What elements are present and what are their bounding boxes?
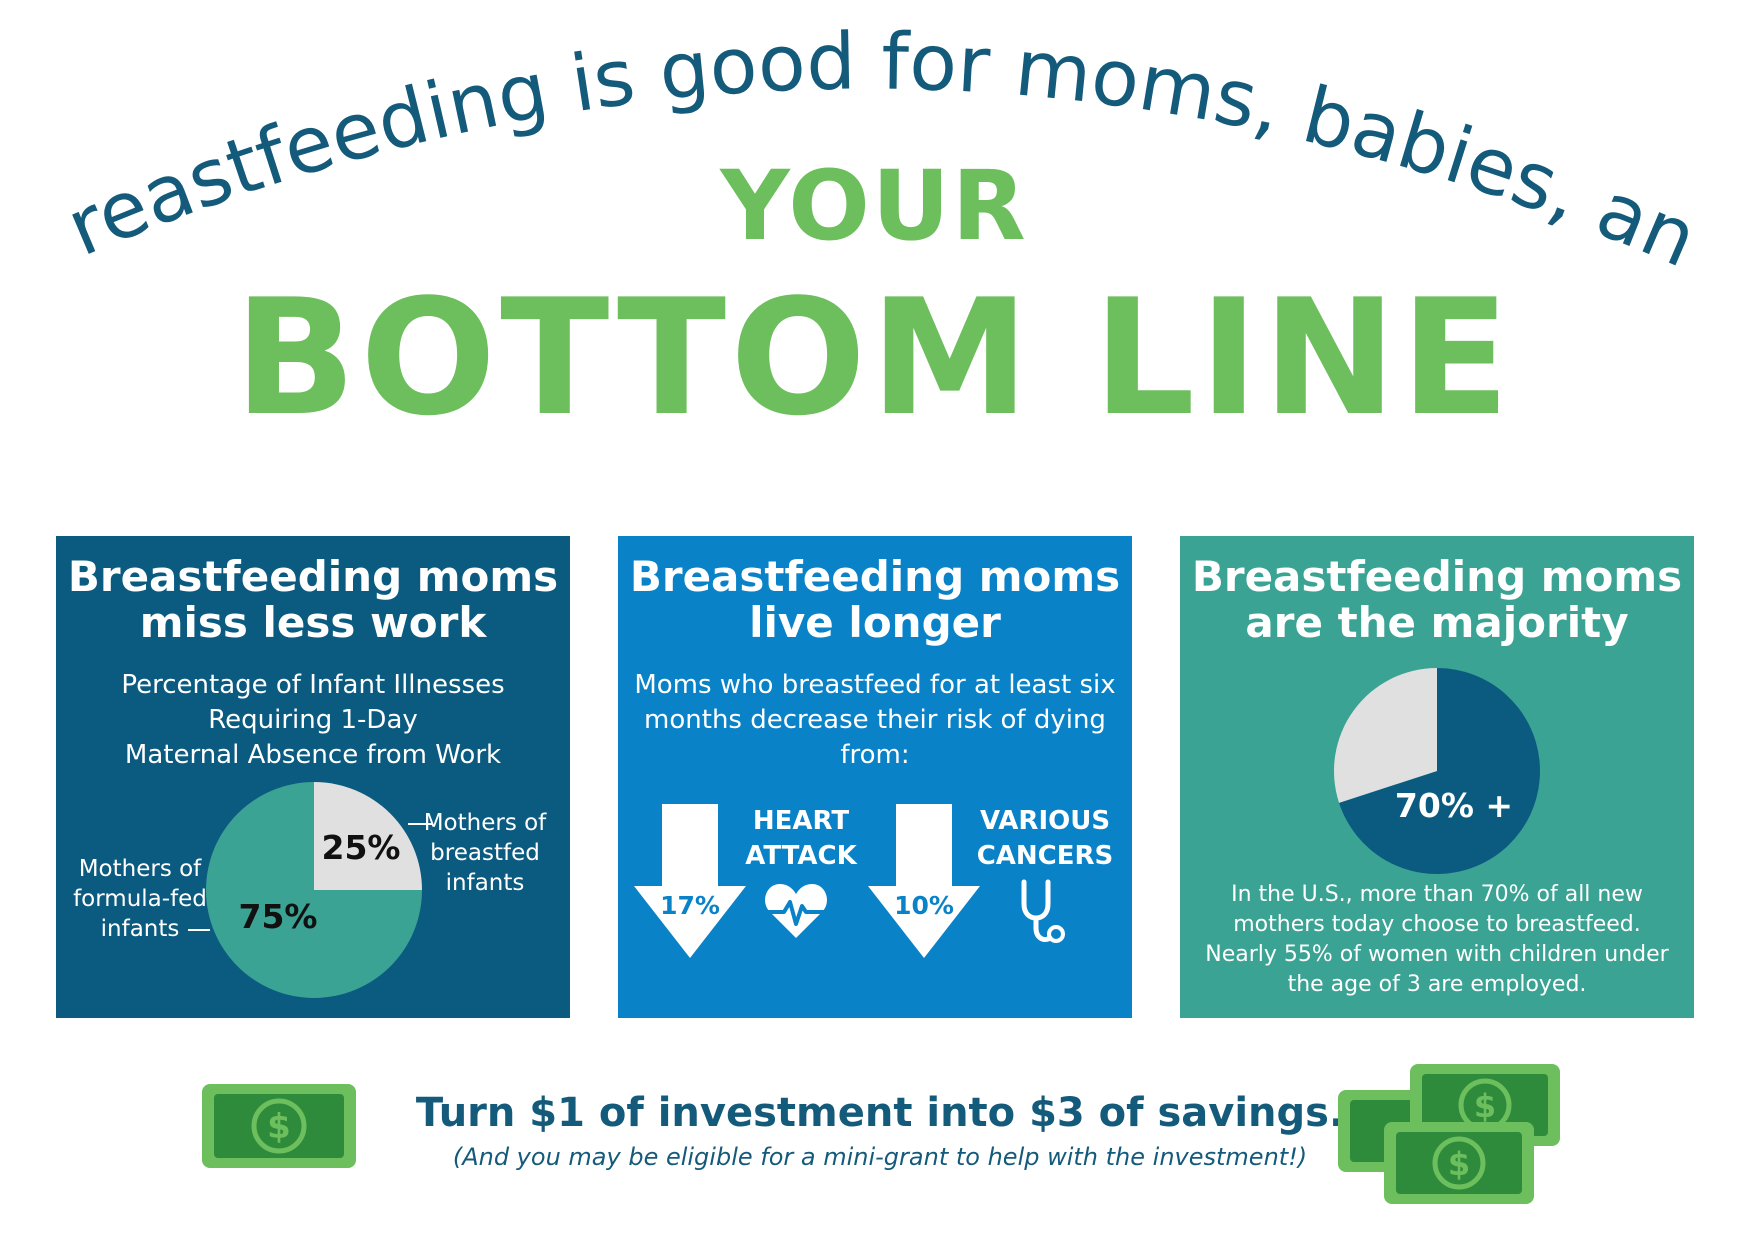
pie-slice-label: 75%: [239, 897, 318, 936]
panel-subtitle: Moms who breastfeed for at least six mon…: [634, 670, 1116, 770]
panel-title: Breastfeeding moms live longer: [629, 552, 1121, 647]
label-breastfed-infants: Mothers of breastfed infants: [423, 810, 547, 896]
headline-your: YOUR: [720, 150, 1028, 262]
panel-title: Breastfeeding moms miss less work: [67, 552, 559, 647]
majority-note: In the U.S., more than 70% of all new mo…: [1205, 882, 1669, 997]
absence-pie-chart: 25%75%: [206, 782, 422, 998]
headline-bottom-line: BOTTOM LINE: [234, 264, 1514, 451]
panel-title: Breastfeeding moms are the majority: [1191, 552, 1683, 647]
stethoscope-icon: [1021, 879, 1065, 943]
pie-slice: [206, 782, 422, 998]
heart-attack-label: HEART ATTACK: [745, 806, 857, 871]
pie-slice: [1334, 668, 1437, 803]
svg-text:$: $: [1474, 1087, 1496, 1125]
footer-savings-headline: Turn $1 of investment into $3 of savings…: [415, 1090, 1345, 1136]
label-formula-fed-infants: Mothers of formula-fed infants: [73, 856, 207, 942]
pie-slice: [314, 782, 422, 890]
panel-miss-less-work: Breastfeeding moms miss less work Percen…: [56, 536, 570, 1018]
panel-subtitle: Percentage of Infant Illnesses Requiring…: [121, 670, 505, 770]
leader-line-breastfed: [408, 823, 432, 825]
down-arrow-icon: 17%: [634, 804, 746, 958]
cancer-risk-value: 10%: [894, 891, 954, 920]
dollar-bill-icon: $: [202, 1084, 356, 1168]
leader-line-formula: [188, 929, 210, 931]
heart-pulse-icon: [765, 884, 827, 938]
dollar-bills-stack-icon: $ $: [1338, 1064, 1560, 1204]
svg-text:$: $: [1448, 1145, 1470, 1183]
various-cancers-label: VARIOUS CANCERS: [976, 806, 1114, 871]
pie-slice-label: 70% +: [1395, 786, 1513, 825]
majority-pie-chart: 70% +: [1334, 668, 1540, 874]
pie-slice-label: 25%: [322, 828, 401, 867]
panel-live-longer: Breastfeeding moms live longer Moms who …: [618, 536, 1132, 1018]
heart-attack-risk-value: 17%: [660, 891, 720, 920]
svg-text:$: $: [267, 1107, 291, 1147]
down-arrow-icon: 10%: [868, 804, 980, 958]
arc-headline: Breastfeeding is good for moms, babies, …: [0, 0, 1709, 286]
panel-majority: Breastfeeding moms are the majority 70% …: [1180, 536, 1694, 1018]
pie-slice: [1339, 668, 1540, 874]
footer-mini-grant-note: (And you may be eligible for a mini-gran…: [452, 1143, 1308, 1171]
